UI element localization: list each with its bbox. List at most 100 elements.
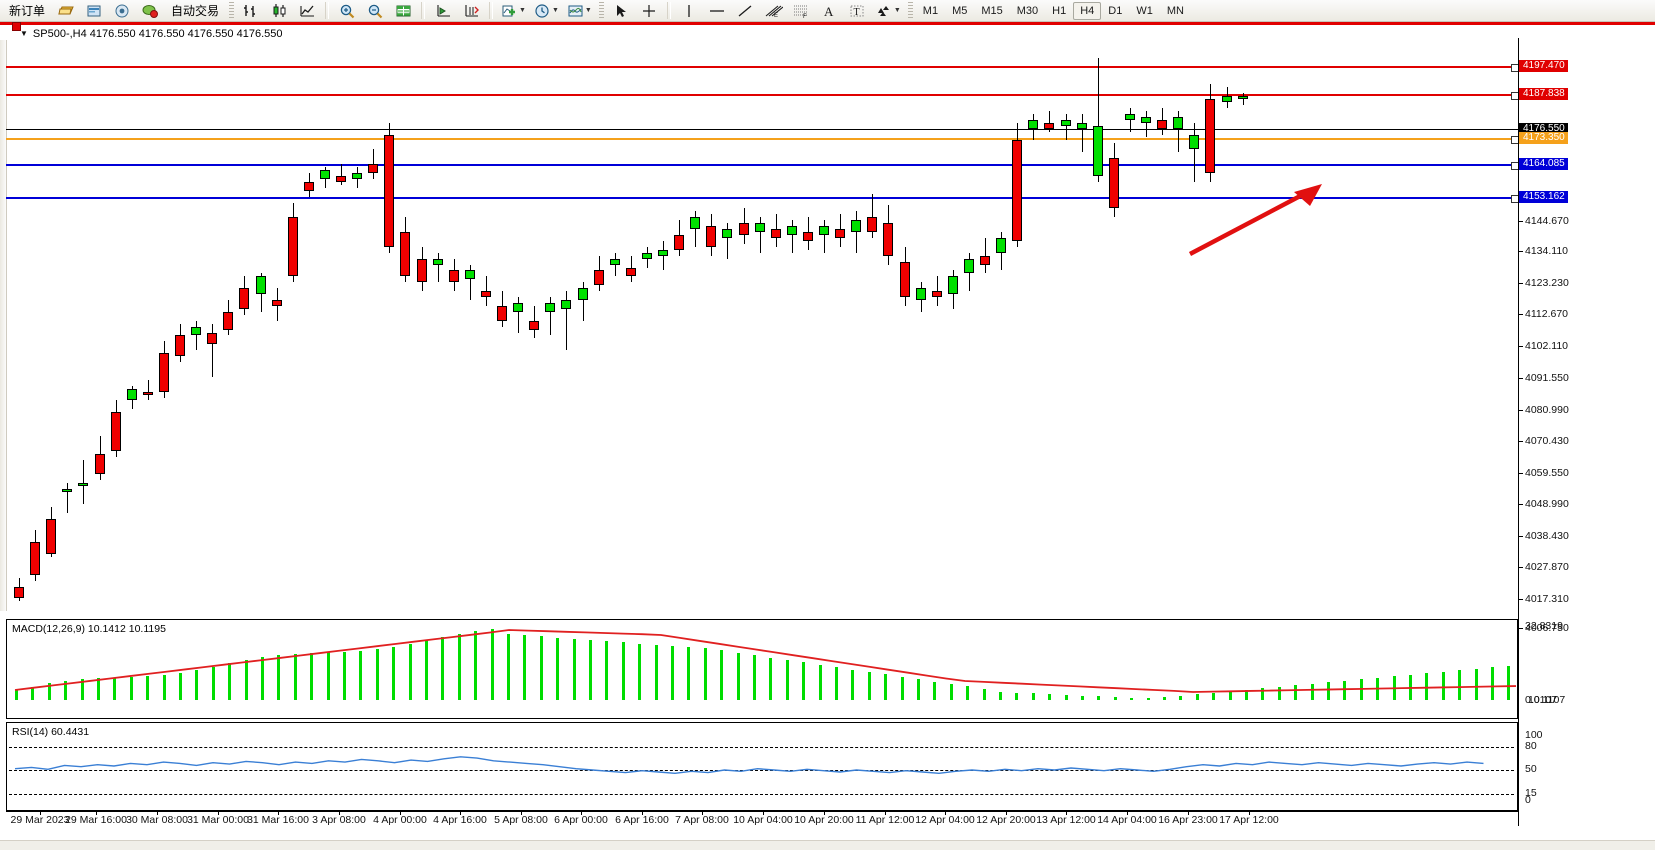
timeframe-m5[interactable]: M5 [952,4,968,17]
cursor-icon[interactable] [608,0,634,22]
grid-icon[interactable] [390,0,416,22]
level-line-4197[interactable] [6,64,1518,72]
autotrading-button[interactable]: 自动交易 [171,4,220,18]
indicators-icon[interactable]: ▼ [498,0,529,22]
data-window-icon[interactable] [81,0,107,22]
macd-bar [1081,695,1084,700]
macd-bar [999,692,1002,700]
macd-bar [425,640,428,700]
objects-icon[interactable]: ▼ [872,0,904,22]
level-line-4173[interactable] [6,136,1518,144]
chevron-down-icon[interactable]: ▼ [519,7,526,14]
timeframe-h1[interactable]: H1 [1052,4,1067,17]
macd-bar [179,672,182,700]
candle-body [30,542,41,575]
time-axis-label: 11 Apr 12:00 [855,814,915,826]
trend-arrow-annotation[interactable] [1186,180,1326,260]
rsi-subwindow[interactable]: RSI(14) 60.4431 [6,722,1518,811]
period-icon[interactable]: ▼ [531,0,562,22]
level-handle[interactable] [1511,64,1518,72]
candle-body [851,220,862,233]
navigator-icon[interactable] [109,0,135,22]
chevron-down-icon[interactable]: ▼ [893,7,901,14]
rsi-path [14,756,1484,775]
bar-chart-icon[interactable] [238,0,264,22]
candle-body [625,267,636,277]
level-line-4164[interactable] [6,162,1518,170]
level-line-4176[interactable] [6,129,1518,130]
line-chart-icon[interactable] [294,0,320,22]
chart-shift-icon[interactable] [458,0,484,22]
level-line-4187[interactable] [6,92,1518,100]
macd-bar [1097,696,1101,700]
level-handle[interactable] [1511,136,1518,144]
time-axis-label: 6 Apr 16:00 [615,814,669,826]
resistance-tag-2[interactable]: 4187.838 [1519,88,1568,100]
chart-top-border [0,22,1655,25]
timeframe-m30[interactable]: M30 [1016,4,1039,17]
chevron-down-icon[interactable]: ▼ [584,7,592,14]
candle-body [529,320,540,330]
time-axis[interactable]: 29 Mar 2023 29 Mar 16:00 30 Mar 08:00 31 Ma… [6,811,1518,828]
vline-icon[interactable] [676,0,702,22]
trendline-icon[interactable] [732,0,758,22]
level-handle[interactable] [1511,162,1518,170]
timeframe-w1[interactable]: W1 [1136,4,1153,17]
zoom-in-icon[interactable] [334,0,360,22]
macd-bar [900,676,904,700]
candle-body [1044,122,1055,129]
price-scale-axis[interactable] [1518,38,1519,826]
level-handle[interactable] [1511,92,1518,100]
toolbar-grip-3[interactable] [907,2,913,19]
candle-body [996,237,1007,253]
timeframe-d1[interactable]: D1 [1108,4,1123,17]
timeframe-m15[interactable]: M15 [981,4,1003,17]
price-tick [1518,536,1523,537]
order-level-tag[interactable]: 4173.350 [1519,132,1568,144]
chevron-down-icon[interactable]: ▼ [20,29,28,38]
templates-icon[interactable]: ▼ [564,0,595,22]
rsi-scale-label: 15 [1525,787,1537,799]
time-axis-label: 4 Apr 00:00 [373,814,427,826]
crosshair-icon[interactable] [636,0,662,22]
zoom-out-icon[interactable] [362,0,388,22]
toolbar-grip-1[interactable] [229,2,235,19]
timeframe-m1[interactable]: M1 [922,4,939,17]
candlestick-icon[interactable] [266,0,292,22]
close-icon[interactable] [12,22,21,31]
time-tick [1066,811,1067,815]
resistance-tag-1[interactable]: 4197.470 [1519,60,1568,72]
time-tick [763,811,764,815]
price-tick-label: 4144.670 [1525,215,1569,227]
candle-body [545,302,556,312]
price-plot-area[interactable] [6,40,1518,611]
text-icon[interactable]: A [816,0,842,22]
fibo-icon[interactable]: F [788,0,814,22]
support-tag-1[interactable]: 4164.085 [1519,158,1568,170]
new-order-button[interactable]: 新订单 [9,4,46,18]
elliott-icon[interactable]: E [760,0,786,22]
toolbar-grip-2[interactable] [598,2,604,19]
price-tick-label: 4027.870 [1525,561,1569,573]
scroll-end-icon[interactable] [430,0,456,22]
macd-bar [31,686,35,700]
time-axis-label: 14 Apr 04:00 [1097,814,1157,826]
level-line-4153[interactable] [6,195,1518,203]
macd-bar [211,666,215,700]
chevron-down-icon[interactable]: ▼ [551,7,559,14]
hline-icon[interactable] [704,0,730,22]
macd-subwindow[interactable]: MACD(12,26,9) 10.1412 10.1195 [6,619,1518,719]
macd-bar [1113,696,1117,700]
timeframe-h4[interactable]: H4 [1073,1,1102,20]
chart-scrollbar[interactable] [0,40,7,611]
folder-icon[interactable] [53,0,79,22]
timeframe-mn[interactable]: MN [1166,4,1184,17]
main-toolbar: 新订单 自动交易 ▼ [0,0,1655,22]
time-tick [1249,811,1250,815]
level-handle[interactable] [1511,195,1518,203]
autotrading-icon[interactable] [137,0,163,22]
macd-bar [47,683,51,700]
label-icon[interactable]: T [844,0,870,22]
price-tick [1518,221,1523,222]
support-tag-2[interactable]: 4153.162 [1519,191,1568,203]
